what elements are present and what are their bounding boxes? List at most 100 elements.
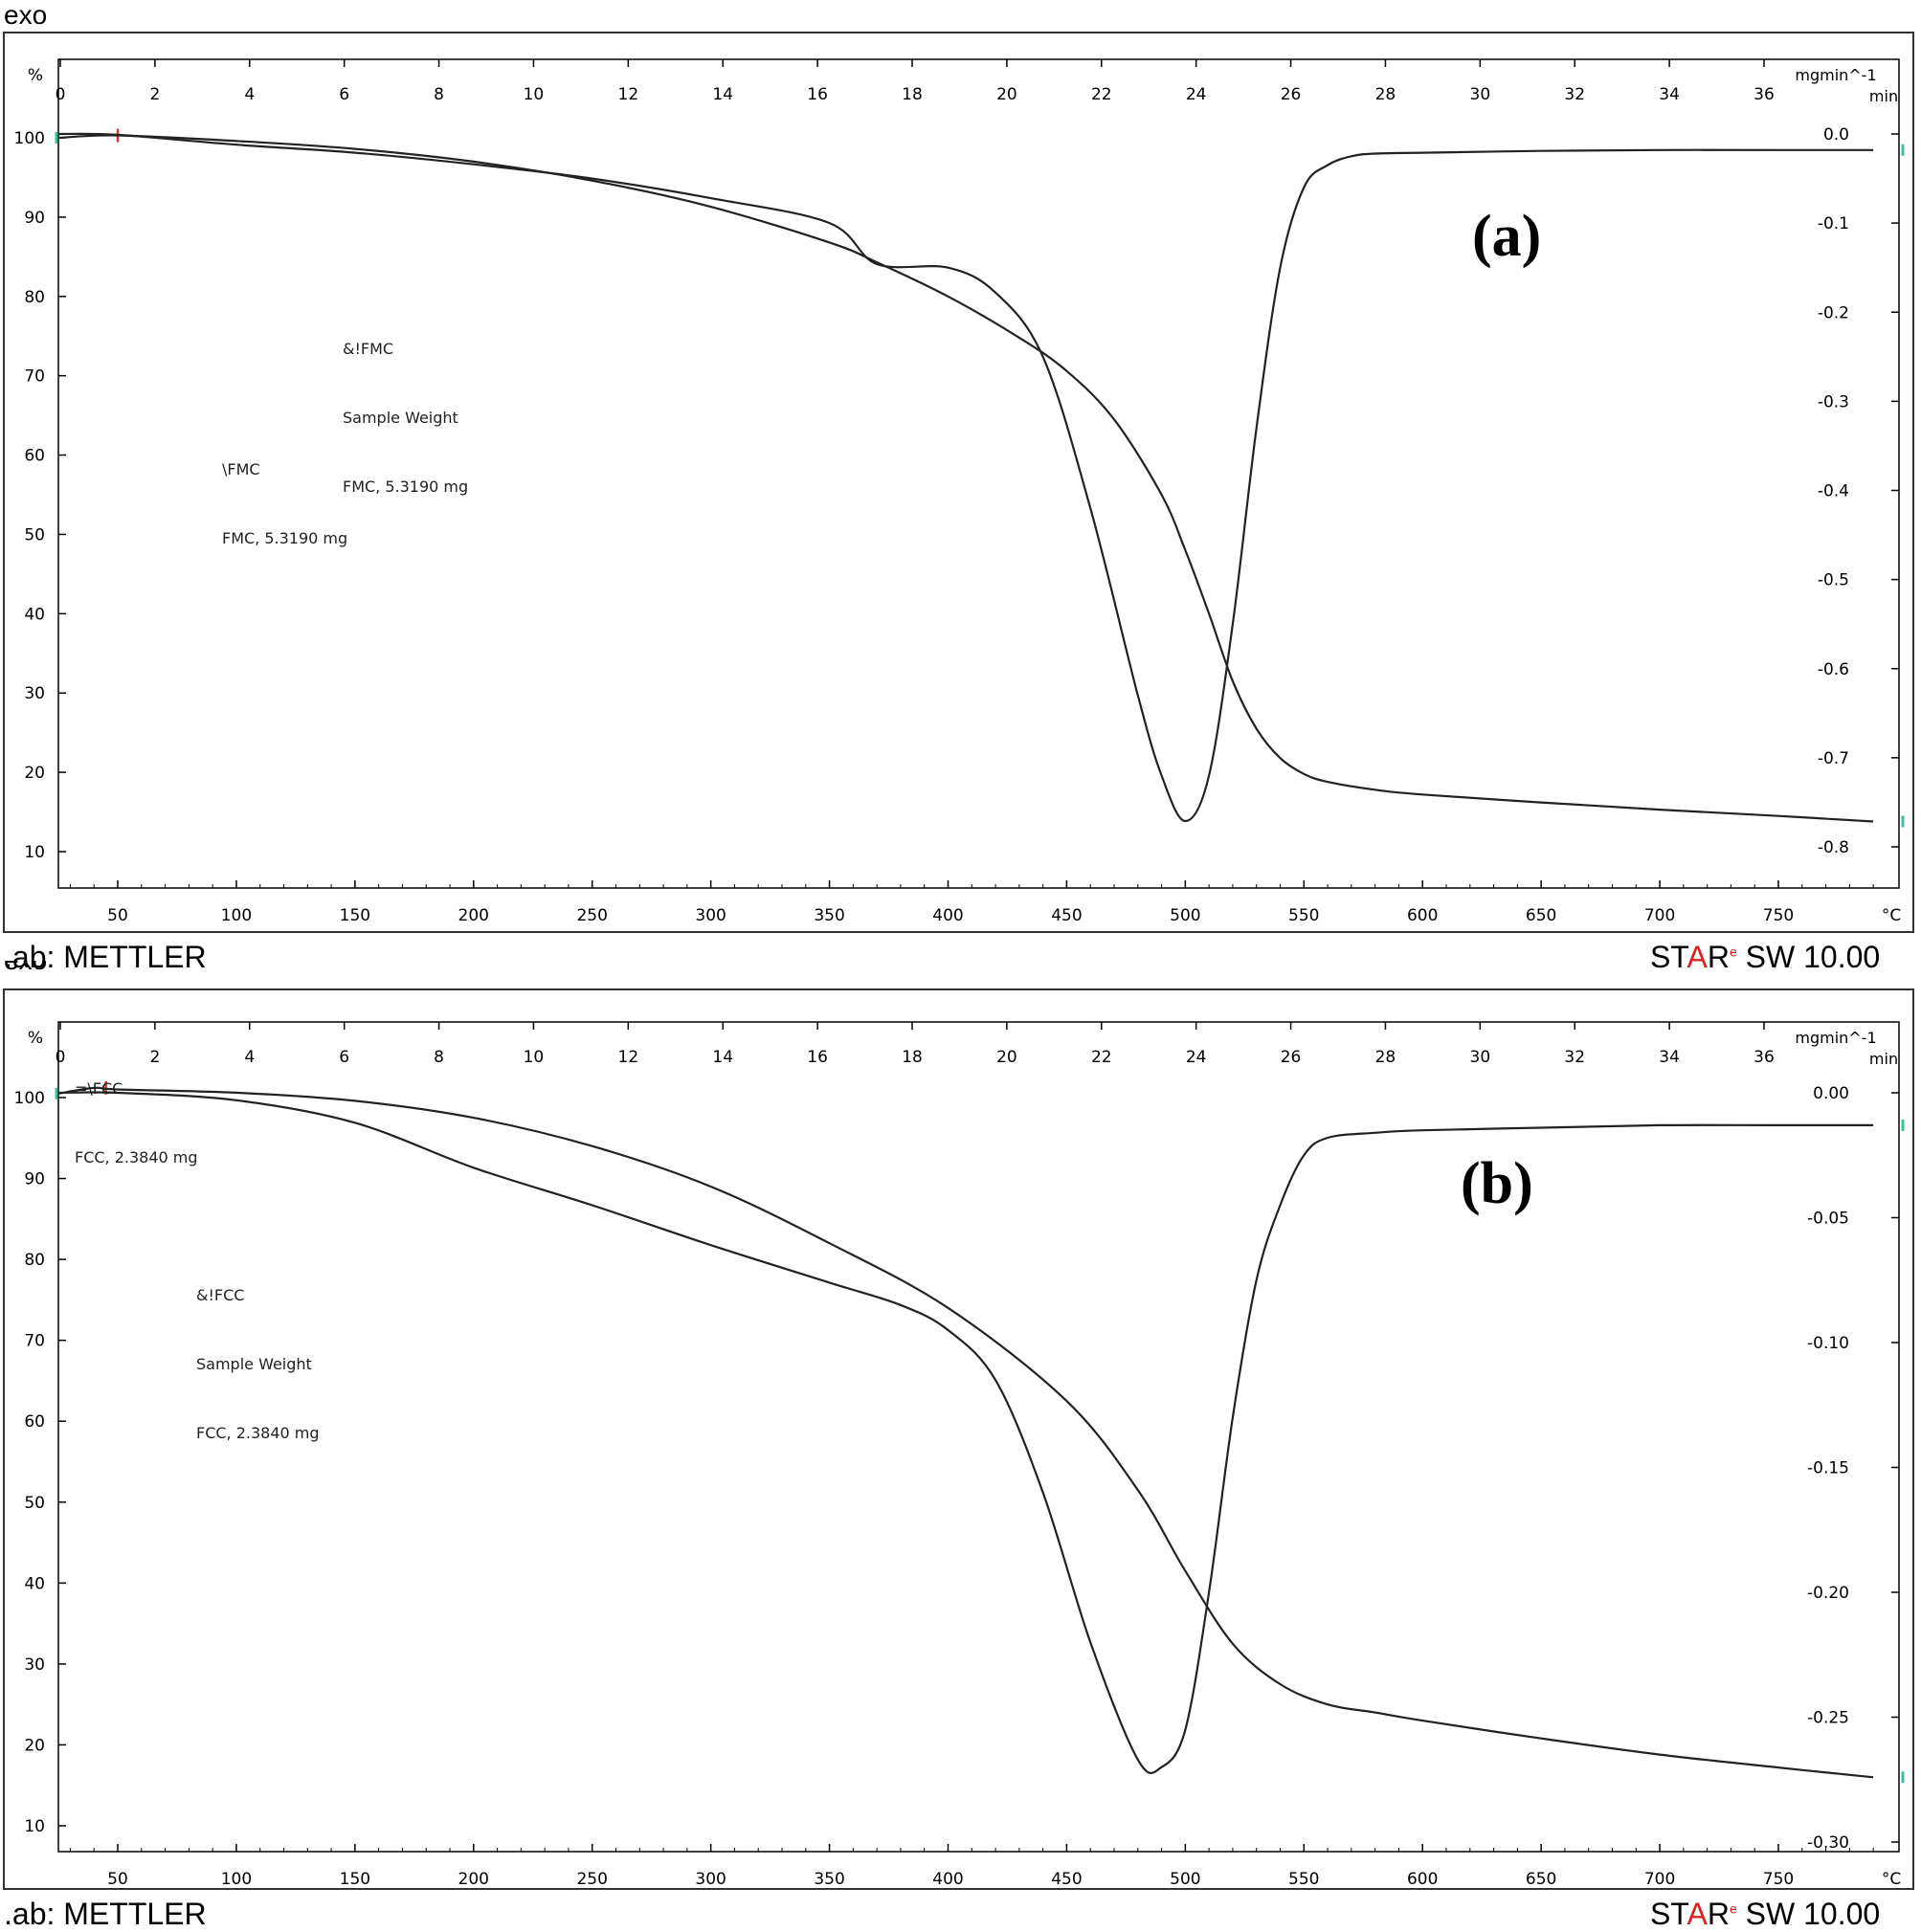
dtg-derivative-curve [57,132,1874,823]
time-tick-label: 32 [1564,85,1585,104]
y-right-tick-label: -0.8 [1818,838,1849,857]
time-tick-label: 16 [807,1048,828,1067]
time-tick-label: 28 [1375,1048,1396,1067]
time-tick-label: 20 [996,1048,1017,1067]
x-tick-label: 150 [340,906,370,925]
x-tick-label: 600 [1407,906,1438,925]
time-tick-label: 14 [712,85,733,104]
annotation-line: Sample Weight [196,1355,312,1373]
y-right-tick-label: -0.6 [1818,660,1849,679]
tga-weight-curve [57,1086,1874,1779]
exo-marker-b: exo [4,961,47,976]
time-tick-label: 12 [618,85,639,104]
panel-frame [3,32,1914,933]
y-right-tick-label: 0.00 [1813,1084,1849,1103]
x-tick-label: 500 [1170,906,1200,925]
y-right-tick-label: -0.10 [1807,1334,1849,1353]
y-left-tick-label: 70 [24,367,45,387]
time-tick-label: 26 [1281,1048,1302,1067]
x-tick-label: 50 [107,906,128,925]
x-tick-label: 200 [458,1870,489,1889]
x-tick-label: 650 [1526,1870,1556,1889]
annotation-sample-weight-a: &!FMC Sample Weight FMC, 5.3190 mg [343,292,468,544]
footer-star-sup: e [1729,1900,1737,1917]
x-tick-label: 750 [1763,1870,1794,1889]
y-right-tick-label: -0.5 [1818,571,1849,590]
footer-left-a: .ab: METTLER [4,940,207,974]
time-tick-label: 2 [149,85,160,104]
time-tick-label: 18 [902,1048,923,1067]
time-tick-label: 36 [1753,1048,1775,1067]
annotation-sample-weight-b: &!FCC Sample Weight FCC, 2.3840 mg [196,1238,320,1491]
time-tick-label: 20 [996,85,1017,104]
x-unit-label: °C [1882,1870,1901,1889]
y-left-tick-label: 40 [24,1574,45,1593]
x-tick-label: 50 [107,1870,128,1889]
time-tick-label: 0 [56,85,66,104]
x-tick-label: 450 [1051,906,1082,925]
x-tick-label: 550 [1288,1870,1319,1889]
time-tick-label: 14 [712,1048,733,1067]
footer-right-b: STARe SW 10.00 [1650,1897,1880,1932]
time-tick-label: 34 [1659,1048,1680,1067]
footer-star-rest: R [1707,940,1730,974]
time-tick-label: 30 [1470,85,1491,104]
annotation-line: FMC, 5.3190 mg [222,529,348,547]
y-right-tick-label: -0.3 [1818,392,1849,411]
y-right-tick-label: -0.7 [1818,749,1849,768]
annotation-line: FMC, 5.3190 mg [343,477,469,496]
y-left-unit-label: % [28,66,43,85]
time-tick-label: 10 [524,1048,545,1067]
x-tick-label: 100 [221,1870,252,1889]
y-left-tick-label: 100 [14,1089,45,1108]
time-tick-label: 22 [1091,85,1112,104]
y-right-tick-label: -0.1 [1818,214,1849,233]
dtg-derivative-curve [57,1091,1874,1774]
time-tick-label: 0 [56,1048,66,1067]
time-tick-label: 24 [1186,1048,1207,1067]
y-left-tick-label: 100 [14,129,45,148]
x-tick-label: 500 [1170,1870,1200,1889]
x-tick-label: 150 [340,1870,370,1889]
annotation-line: FCC, 2.3840 mg [75,1148,198,1166]
chart-panel-b: 50 100 150 200 250 300 350 400 450 500 550 600 650 70… [3,988,1914,1890]
x-tick-label: 350 [814,1870,844,1889]
time-tick-label: 16 [807,85,828,104]
y-right-unit-sublabel: min [1869,87,1898,105]
footer-star-prefix: ST [1650,1897,1687,1931]
x-tick-label: 750 [1763,906,1794,925]
x-tick-label: 300 [695,1870,726,1889]
footer-star-prefix: ST [1650,940,1687,974]
y-left-tick-label: 90 [24,209,45,228]
x-tick-label: 700 [1644,1870,1675,1889]
y-right-tick-label: -0.20 [1807,1584,1849,1603]
x-tick-label: 650 [1526,906,1556,925]
x-tick-label: 300 [695,906,726,925]
footer-star-sup: e [1729,944,1737,960]
x-tick-label: 250 [576,1870,607,1889]
time-tick-label: 32 [1564,1048,1585,1067]
y-right-tick-label: -0.15 [1807,1459,1849,1478]
time-tick-label: 8 [434,85,444,104]
chart-panel-a: 50 100 150 200 250 300 350 400 450 500 550 600 650 70… [3,32,1914,933]
y-left-tick-label: 40 [24,605,45,624]
y-right-tick-label: -0.30 [1807,1833,1849,1853]
y-left-tick-label: 10 [24,1817,45,1836]
y-left-tick-label: 50 [24,525,45,544]
y-right-unit-sublabel: min [1869,1050,1898,1068]
time-tick-label: 30 [1470,1048,1491,1067]
footer-star-accent: A [1686,1897,1708,1931]
footer-left-b: .ab: METTLER [4,1897,207,1931]
x-tick-label: 250 [576,906,607,925]
time-tick-label: 4 [244,85,255,104]
annotation-line: FCC, 2.3840 mg [196,1424,320,1442]
annotation-line: \FMC [222,460,260,478]
y-left-tick-label: 90 [24,1170,45,1189]
x-tick-label: 400 [932,1870,963,1889]
y-right-tick-label: 0.0 [1823,125,1849,144]
footer-right-a: STARe SW 10.00 [1650,940,1880,975]
y-left-tick-label: 80 [24,288,45,307]
time-tick-label: 6 [339,1048,349,1067]
